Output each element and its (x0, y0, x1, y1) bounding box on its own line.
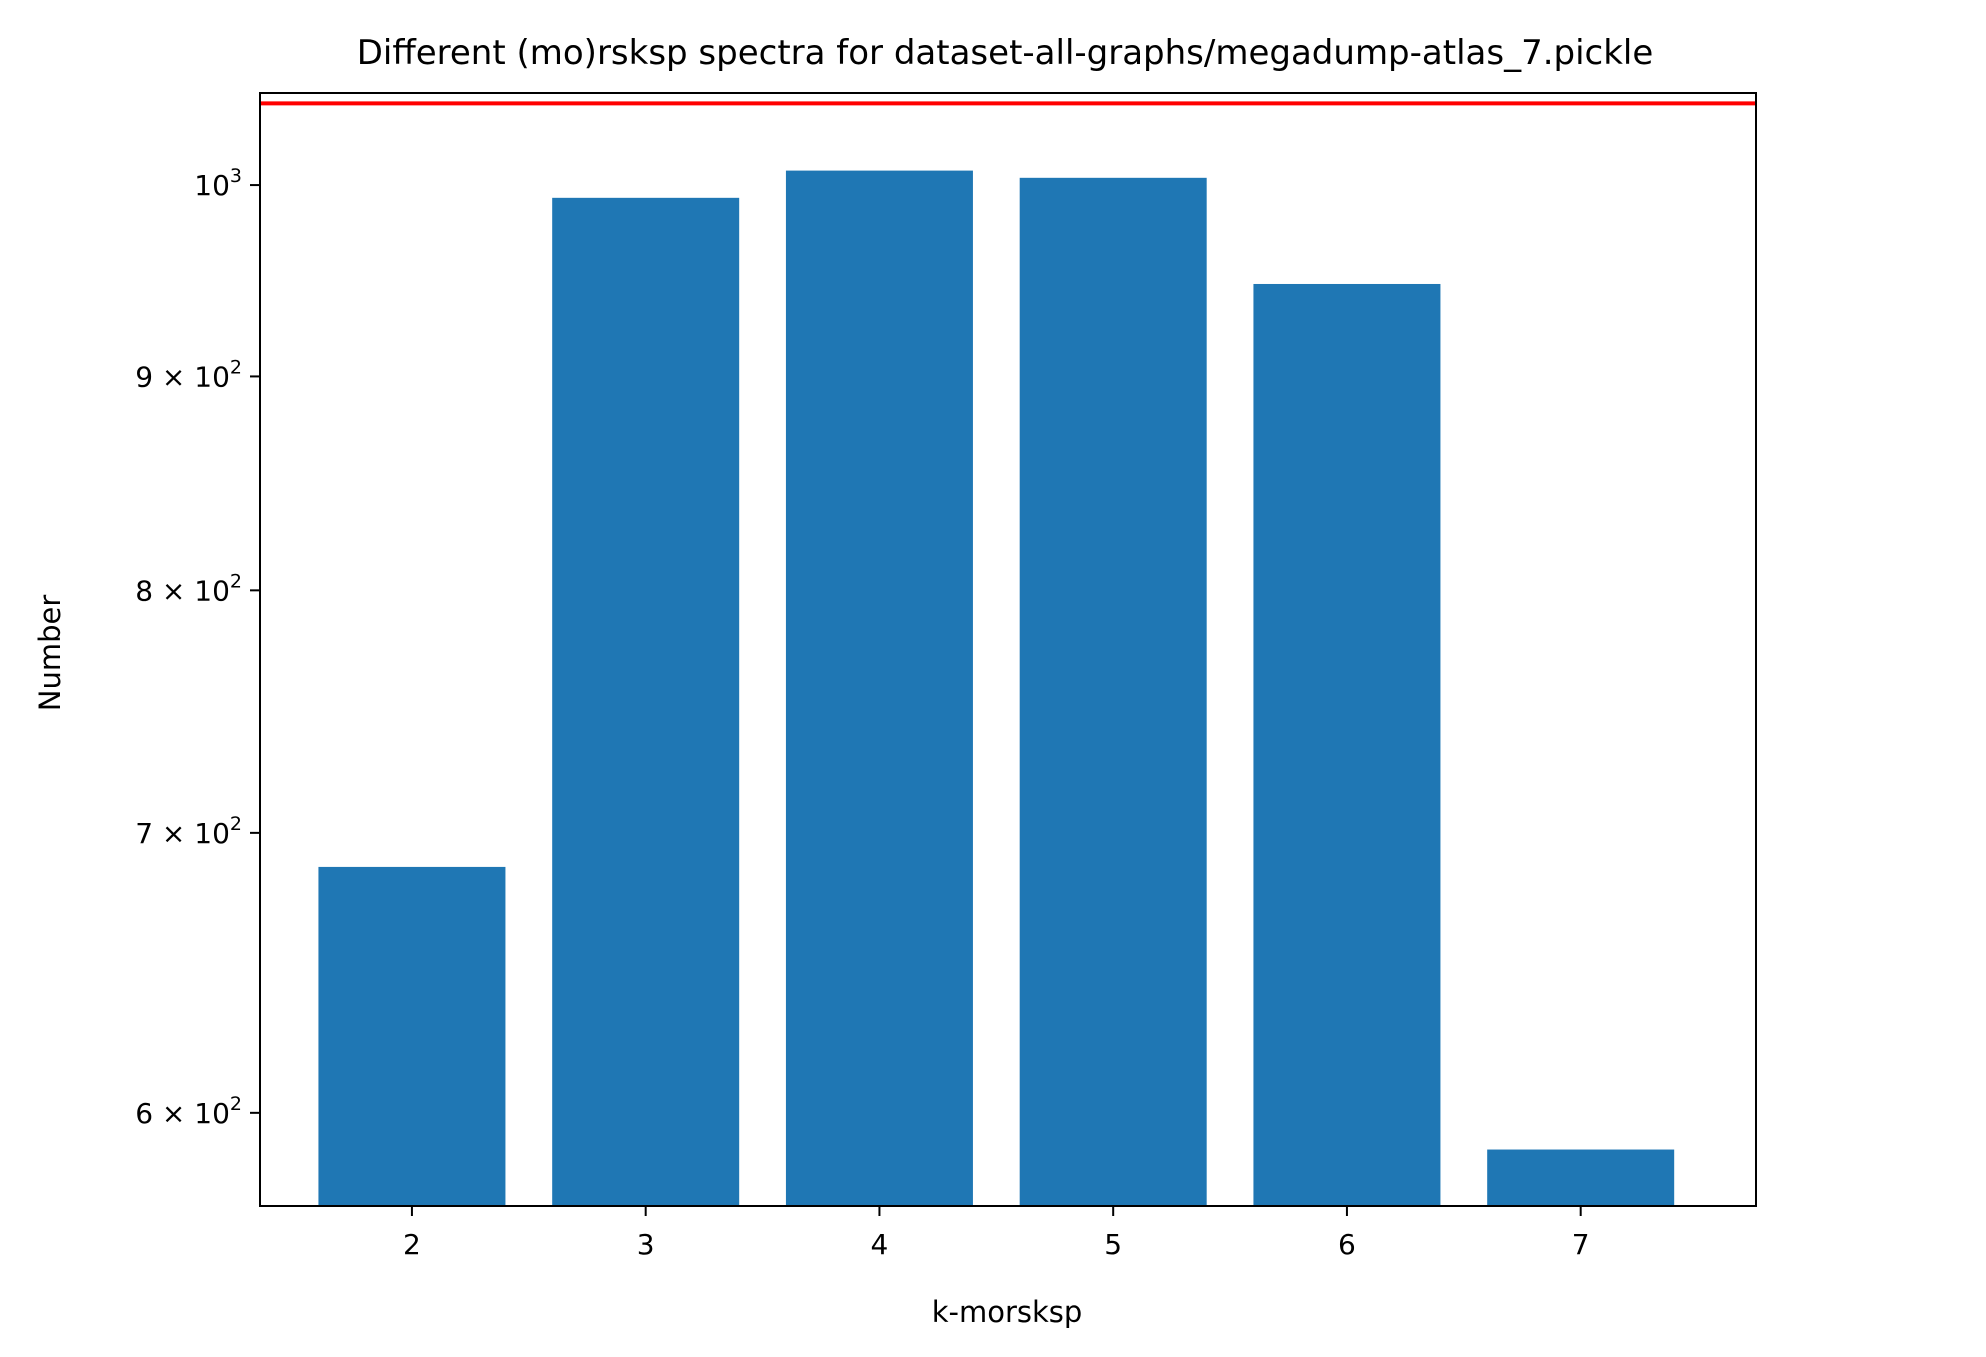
bars-group (318, 170, 1675, 1207)
bar-k-7 (1487, 1149, 1675, 1206)
x-axis-label: k-morsksp (932, 1295, 1083, 1329)
y-tick-label-600: 6 × 102 (135, 1093, 242, 1130)
y-axis-ticks: 6 × 102 7 × 102 8 × 102 9 × 102 103 (135, 165, 260, 1130)
y-tick-label-1000: 103 (194, 165, 242, 202)
bar-k-6 (1253, 283, 1441, 1206)
plot-frame (259, 92, 1757, 1207)
y-tick-label-800: 8 × 102 (135, 570, 242, 607)
x-tick-label-7: 7 (1572, 1228, 1590, 1261)
x-tick-label-6: 6 (1338, 1228, 1356, 1261)
y-tick-label-900: 9 × 102 (135, 356, 242, 393)
chart-title: Different (mo)rsksp spectra for dataset-… (357, 33, 1654, 73)
x-tick-label-3: 3 (637, 1228, 655, 1261)
x-tick-label-2: 2 (403, 1228, 421, 1261)
bar-k-5 (1019, 177, 1207, 1207)
x-tick-label-4: 4 (871, 1228, 889, 1261)
bar-k-2 (318, 866, 506, 1206)
bar-k-4 (785, 170, 973, 1207)
x-axis-ticks: 2 3 4 5 6 7 (403, 1206, 1590, 1261)
x-tick-label-5: 5 (1104, 1228, 1122, 1261)
bar-k-3 (552, 197, 740, 1207)
y-axis-label: Number (33, 595, 67, 712)
y-tick-label-700: 7 × 102 (135, 813, 242, 850)
